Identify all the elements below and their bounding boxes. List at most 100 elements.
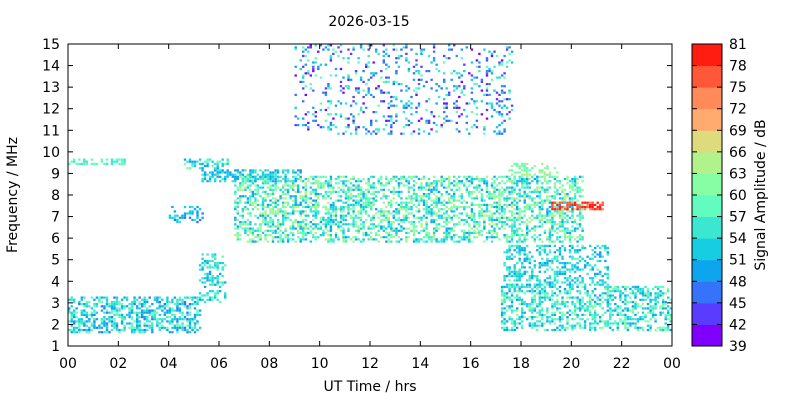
data-cell bbox=[178, 221, 182, 224]
data-cell bbox=[380, 184, 383, 187]
data-cell bbox=[146, 309, 149, 312]
data-cell bbox=[271, 212, 275, 215]
data-cell bbox=[473, 197, 476, 200]
data-cell bbox=[538, 305, 541, 308]
data-cell bbox=[563, 229, 567, 232]
data-cell bbox=[312, 210, 315, 213]
data-cell bbox=[566, 218, 569, 222]
data-cell bbox=[518, 259, 521, 263]
data-cell bbox=[73, 322, 76, 325]
data-cell bbox=[178, 318, 182, 321]
data-cell bbox=[407, 182, 411, 185]
data-cell bbox=[435, 89, 438, 92]
data-cell bbox=[556, 201, 559, 204]
data-cell bbox=[422, 48, 426, 51]
data-cell bbox=[651, 313, 655, 316]
data-cell bbox=[500, 223, 504, 226]
data-cell bbox=[259, 223, 262, 226]
data-cell bbox=[271, 229, 275, 232]
data-cell bbox=[563, 272, 567, 275]
data-cell bbox=[435, 227, 438, 230]
data-cell bbox=[128, 309, 131, 312]
data-cell bbox=[485, 65, 489, 68]
data-cell bbox=[480, 78, 484, 81]
data-cell bbox=[526, 238, 529, 241]
data-cell bbox=[317, 175, 320, 178]
data-cell bbox=[546, 309, 549, 312]
data-cell bbox=[405, 44, 408, 47]
data-cell bbox=[203, 285, 207, 288]
data-cell bbox=[171, 300, 174, 304]
data-cell bbox=[264, 199, 267, 202]
data-cell bbox=[589, 268, 592, 271]
data-cell bbox=[440, 208, 443, 211]
data-cell bbox=[188, 210, 192, 213]
data-cell bbox=[400, 208, 403, 211]
data-cell bbox=[521, 175, 524, 178]
data-cell bbox=[216, 160, 219, 163]
data-cell bbox=[309, 182, 312, 185]
data-cell bbox=[377, 130, 380, 133]
data-cell bbox=[568, 205, 572, 209]
data-cell bbox=[556, 205, 559, 209]
data-cell bbox=[322, 126, 325, 129]
data-cell bbox=[136, 326, 139, 329]
data-cell bbox=[342, 57, 345, 60]
data-cell bbox=[430, 182, 433, 185]
data-cell bbox=[317, 203, 320, 206]
data-cell bbox=[521, 311, 524, 314]
data-cell bbox=[115, 313, 119, 316]
data-cell bbox=[563, 199, 567, 202]
data-cell bbox=[407, 70, 411, 73]
data-cell bbox=[337, 238, 340, 241]
data-cell bbox=[443, 177, 446, 181]
data-cell bbox=[443, 212, 446, 215]
data-cell bbox=[596, 268, 599, 271]
data-cell bbox=[443, 236, 446, 239]
data-cell bbox=[460, 182, 463, 185]
data-cell bbox=[133, 311, 136, 314]
data-cell bbox=[105, 158, 109, 161]
data-cell bbox=[400, 221, 403, 224]
data-cell bbox=[493, 50, 496, 53]
data-cell bbox=[493, 201, 496, 204]
data-cell bbox=[375, 186, 378, 189]
data-cell bbox=[241, 216, 244, 219]
data-cell bbox=[417, 78, 421, 81]
data-cell bbox=[344, 240, 348, 243]
data-cell bbox=[432, 121, 436, 124]
data-cell bbox=[516, 309, 519, 312]
data-cell bbox=[606, 275, 609, 278]
data-cell bbox=[596, 244, 599, 247]
data-cell bbox=[171, 326, 174, 329]
x-tick-label: 22 bbox=[613, 356, 631, 372]
data-cell bbox=[465, 115, 468, 118]
data-cell bbox=[558, 285, 562, 288]
data-cell bbox=[483, 180, 486, 183]
data-cell bbox=[626, 285, 630, 288]
data-cell bbox=[407, 227, 411, 230]
data-cell bbox=[599, 305, 602, 308]
data-cell bbox=[266, 169, 270, 172]
data-cell bbox=[412, 89, 416, 92]
data-cell bbox=[171, 331, 174, 334]
data-cell bbox=[324, 218, 328, 222]
data-cell bbox=[609, 296, 612, 299]
data-cell bbox=[619, 296, 622, 299]
data-cell bbox=[281, 231, 285, 234]
data-cell bbox=[105, 326, 109, 329]
data-cell bbox=[244, 195, 247, 198]
data-cell bbox=[153, 298, 156, 301]
data-cell bbox=[141, 328, 144, 332]
data-cell bbox=[448, 208, 451, 211]
data-cell bbox=[141, 313, 144, 316]
data-cell bbox=[256, 234, 260, 237]
data-cell bbox=[654, 313, 657, 316]
data-cell bbox=[304, 184, 307, 187]
data-cell bbox=[611, 287, 614, 291]
data-cell bbox=[344, 180, 348, 183]
data-cell bbox=[385, 124, 388, 127]
data-cell bbox=[455, 100, 458, 103]
data-cell bbox=[500, 326, 504, 329]
data-cell bbox=[533, 283, 536, 286]
